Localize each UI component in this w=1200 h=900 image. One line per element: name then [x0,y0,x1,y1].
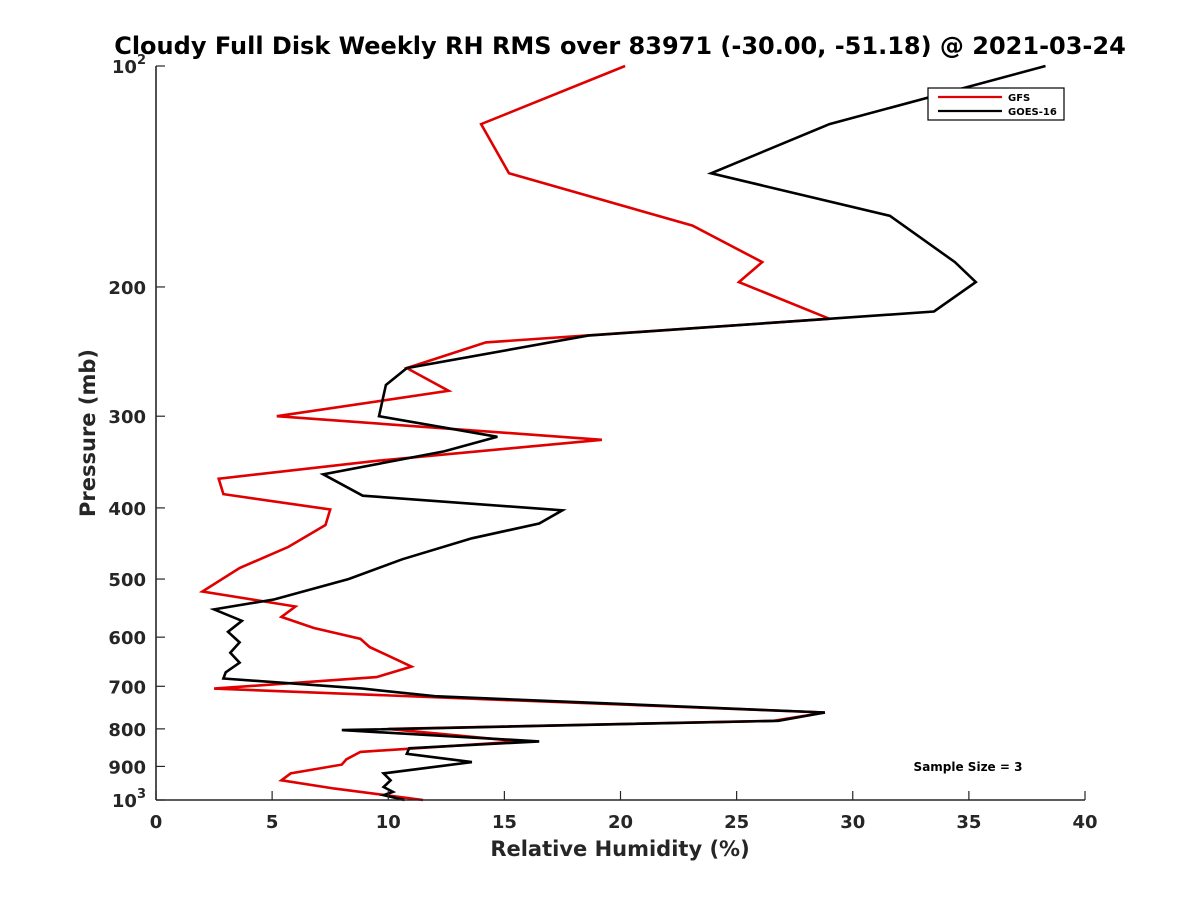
axes: 0 5 10 15 20 25 30 35 40 102 200 300 400 500 600 700 800… [108,53,1097,833]
x-tick-label: 40 [1072,812,1097,833]
x-tick-label: 15 [492,812,517,833]
chart-title: Cloudy Full Disk Weekly RH RMS over 8397… [114,32,1126,60]
legend-label: GFS [1008,93,1030,104]
y-tick-label: 500 [108,570,146,591]
legend: GFS GOES-16 [927,87,1065,121]
y-axis-label: Pressure (mb) [76,349,100,517]
x-tick-label: 25 [724,812,749,833]
legend-box [927,87,1065,121]
series-line-goes-16 [209,64,1046,802]
x-tick-label: 20 [608,812,633,833]
x-tick-label: 5 [266,812,279,833]
x-tick-label: 30 [840,812,865,833]
legend-label: GOES-16 [1008,107,1057,118]
sample-size-annotation: Sample Size = 3 [914,760,1023,774]
series-layer [198,64,1046,802]
y-tick-label: 102 [112,53,146,78]
x-tick-label: 10 [376,812,401,833]
y-tick-label: 200 [108,278,146,299]
x-tick-label: 35 [956,812,981,833]
y-tick-label: 600 [108,628,146,649]
y-tick-label: 900 [108,757,146,778]
x-tick-label: 0 [150,812,163,833]
y-tick-label: 400 [108,499,146,520]
y-tick-label: 103 [112,787,146,812]
y-tick-label: 800 [108,720,146,741]
y-tick-label: 300 [108,407,146,428]
y-tick-label: 700 [108,677,146,698]
x-axis-label: Relative Humidity (%) [490,837,749,861]
